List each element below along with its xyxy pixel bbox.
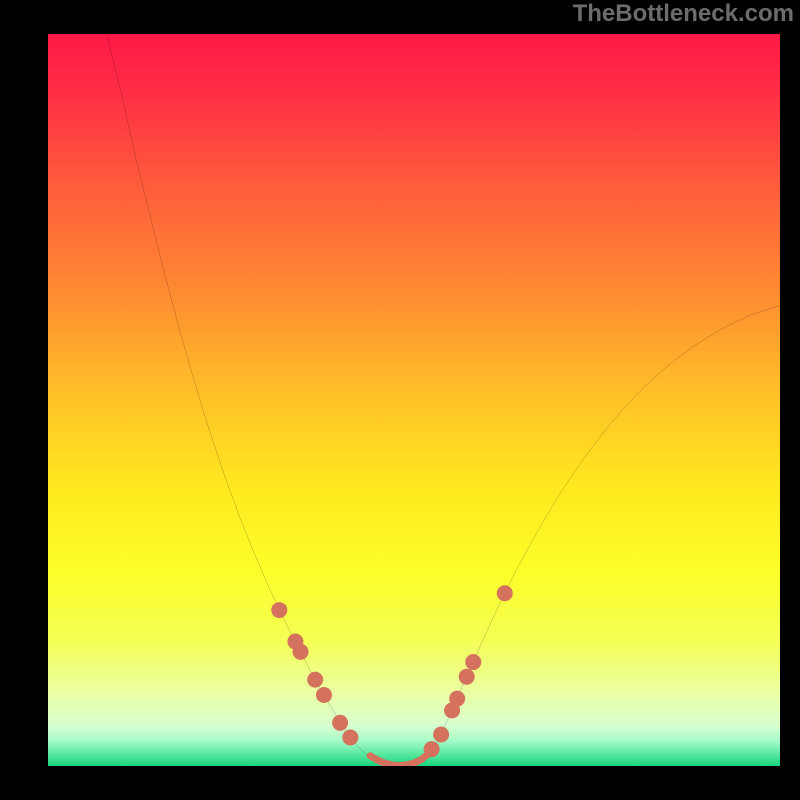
watermark-text: TheBottleneck.com — [573, 0, 794, 28]
scatter-dot — [271, 602, 287, 618]
scatter-dot — [332, 715, 348, 731]
scatter-dots — [271, 585, 512, 757]
scatter-dot — [465, 654, 481, 670]
stage: TheBottleneck.com — [0, 0, 800, 800]
scatter-dot — [342, 729, 358, 745]
scatter-dot — [433, 727, 449, 743]
bottom-seam — [370, 754, 429, 766]
scatter-dot — [316, 687, 332, 703]
scatter-dot — [459, 669, 475, 685]
scatter-dot — [497, 585, 513, 601]
scatter-dot — [424, 741, 440, 757]
curve-left-branch — [107, 34, 400, 766]
chart-svg — [48, 34, 780, 766]
scatter-dot — [293, 644, 309, 660]
scatter-dot — [307, 672, 323, 688]
scatter-dot — [449, 691, 465, 707]
plot-area — [48, 34, 780, 766]
